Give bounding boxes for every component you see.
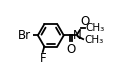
Text: Br: Br: [18, 29, 31, 42]
Text: O: O: [80, 15, 90, 28]
Text: O: O: [66, 43, 75, 56]
Text: N: N: [73, 29, 82, 42]
Text: CH₃: CH₃: [86, 23, 105, 33]
Text: CH₃: CH₃: [84, 35, 103, 45]
Text: F: F: [39, 52, 46, 65]
